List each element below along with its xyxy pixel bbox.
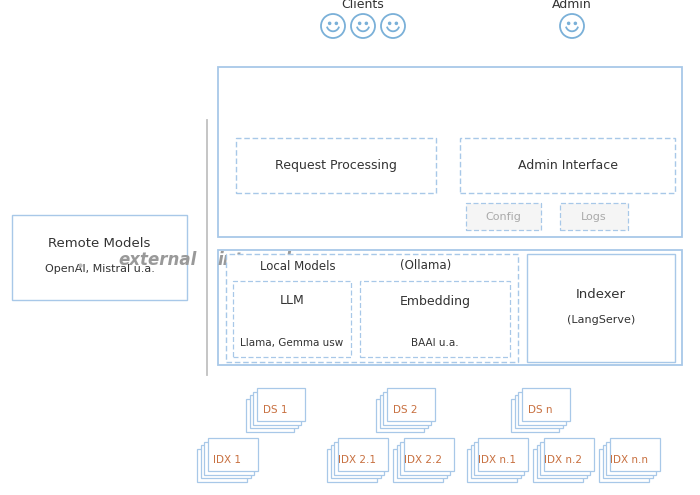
Text: DS 1: DS 1	[263, 405, 288, 415]
FancyBboxPatch shape	[379, 395, 428, 428]
FancyBboxPatch shape	[386, 388, 435, 421]
Text: Config: Config	[486, 211, 522, 221]
Text: IDX 2.1: IDX 2.1	[338, 455, 377, 465]
Circle shape	[568, 22, 570, 24]
Text: Remote Models: Remote Models	[48, 237, 150, 250]
Text: DS n: DS n	[528, 405, 552, 415]
FancyBboxPatch shape	[330, 445, 381, 478]
Text: internal: internal	[217, 251, 291, 269]
Circle shape	[389, 22, 391, 24]
FancyBboxPatch shape	[400, 442, 450, 475]
FancyBboxPatch shape	[334, 442, 384, 475]
Circle shape	[395, 22, 398, 24]
FancyBboxPatch shape	[403, 438, 454, 471]
FancyBboxPatch shape	[200, 445, 251, 478]
FancyBboxPatch shape	[543, 438, 594, 471]
FancyBboxPatch shape	[518, 392, 566, 425]
Text: IDX n.1: IDX n.1	[478, 455, 517, 465]
FancyBboxPatch shape	[197, 448, 247, 482]
Text: Request Processing: Request Processing	[275, 159, 397, 172]
Text: (Ollama): (Ollama)	[400, 259, 452, 273]
Circle shape	[365, 22, 368, 24]
FancyBboxPatch shape	[360, 281, 510, 357]
FancyBboxPatch shape	[599, 448, 649, 482]
Text: IDX n.2: IDX n.2	[545, 455, 582, 465]
Circle shape	[328, 22, 330, 24]
FancyBboxPatch shape	[511, 398, 559, 432]
FancyBboxPatch shape	[477, 438, 528, 471]
Text: Llama, Gemma usw: Llama, Gemma usw	[240, 338, 344, 348]
FancyBboxPatch shape	[522, 388, 570, 421]
FancyBboxPatch shape	[383, 392, 431, 425]
Text: (LangServe): (LangServe)	[567, 315, 635, 325]
FancyBboxPatch shape	[533, 448, 583, 482]
FancyBboxPatch shape	[610, 438, 659, 471]
FancyBboxPatch shape	[470, 445, 521, 478]
FancyBboxPatch shape	[204, 442, 254, 475]
Text: Local Models: Local Models	[260, 259, 336, 273]
FancyBboxPatch shape	[460, 138, 675, 193]
FancyBboxPatch shape	[218, 250, 682, 365]
Text: OpenAI, Mistral u.a.: OpenAI, Mistral u.a.	[45, 264, 155, 275]
Text: IDX 2.2: IDX 2.2	[405, 455, 442, 465]
Text: Logs: Logs	[581, 211, 607, 221]
Text: Admin Interface: Admin Interface	[517, 159, 617, 172]
FancyBboxPatch shape	[207, 438, 258, 471]
FancyBboxPatch shape	[606, 442, 656, 475]
FancyBboxPatch shape	[226, 254, 518, 362]
FancyBboxPatch shape	[540, 442, 590, 475]
Text: IDX n.n: IDX n.n	[610, 455, 648, 465]
Text: Admin: Admin	[552, 0, 592, 11]
FancyBboxPatch shape	[246, 398, 294, 432]
FancyBboxPatch shape	[560, 203, 628, 230]
FancyBboxPatch shape	[12, 215, 187, 300]
FancyBboxPatch shape	[466, 203, 541, 230]
Text: LLM: LLM	[279, 295, 304, 307]
FancyBboxPatch shape	[603, 445, 652, 478]
Text: external: external	[118, 251, 197, 269]
Text: DS 2: DS 2	[393, 405, 417, 415]
Text: Clients: Clients	[342, 0, 384, 11]
FancyBboxPatch shape	[393, 448, 443, 482]
Text: Embedding: Embedding	[400, 295, 470, 307]
FancyBboxPatch shape	[337, 438, 388, 471]
FancyBboxPatch shape	[249, 395, 298, 428]
FancyBboxPatch shape	[327, 448, 377, 482]
FancyBboxPatch shape	[253, 392, 301, 425]
FancyBboxPatch shape	[474, 442, 524, 475]
Text: BAAI u.a.: BAAI u.a.	[411, 338, 458, 348]
FancyBboxPatch shape	[527, 254, 675, 362]
FancyBboxPatch shape	[256, 388, 304, 421]
FancyBboxPatch shape	[536, 445, 587, 478]
FancyBboxPatch shape	[514, 395, 563, 428]
FancyBboxPatch shape	[396, 445, 447, 478]
FancyBboxPatch shape	[236, 138, 436, 193]
Circle shape	[574, 22, 576, 24]
Circle shape	[358, 22, 361, 24]
FancyBboxPatch shape	[376, 398, 424, 432]
FancyBboxPatch shape	[218, 67, 682, 237]
Text: Indexer: Indexer	[576, 288, 626, 300]
Circle shape	[335, 22, 337, 24]
FancyBboxPatch shape	[233, 281, 351, 357]
FancyBboxPatch shape	[467, 448, 517, 482]
Text: IDX 1: IDX 1	[214, 455, 242, 465]
